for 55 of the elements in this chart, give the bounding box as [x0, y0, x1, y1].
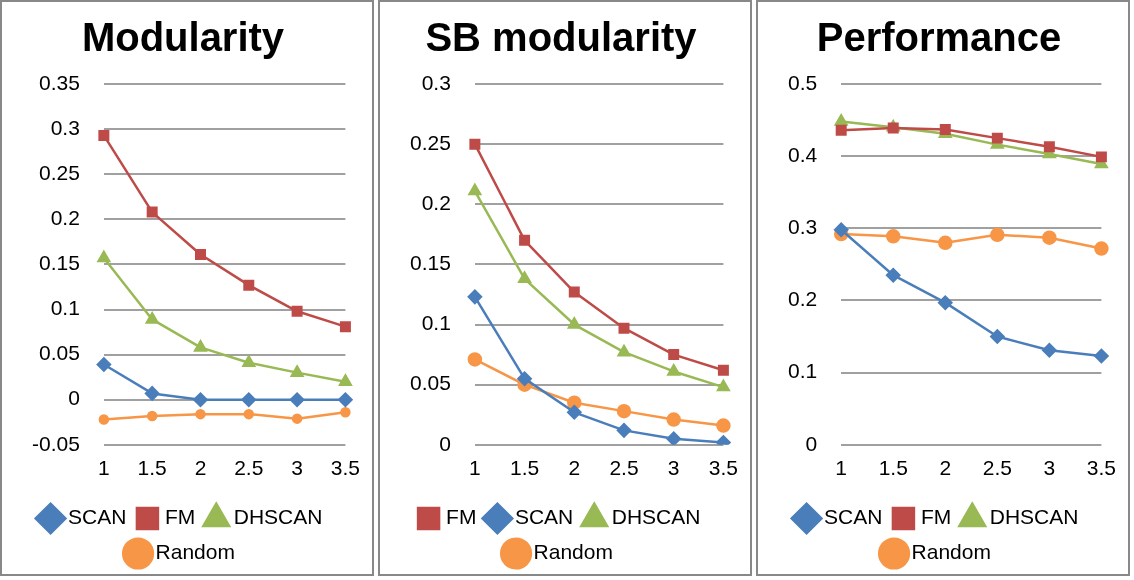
y-tick-label: 0.3	[50, 115, 80, 139]
legend-label: Random	[911, 540, 991, 564]
y-tick-label: 0.25	[38, 161, 80, 184]
legend-label: DHSCAN	[611, 505, 701, 529]
legend-label: FM	[164, 505, 196, 529]
legend-label: SCAN	[824, 505, 883, 529]
y-tick-label: 0.1	[421, 311, 451, 335]
y-tick-label: 0.15	[410, 251, 451, 275]
x-tick-label: 3.5	[708, 456, 739, 480]
x-tick-label: 1	[835, 456, 848, 480]
y-tick-label: -0.05	[31, 431, 80, 455]
legend-label: DHSCAN	[233, 505, 323, 529]
y-tick-label: 0	[439, 431, 451, 455]
y-tick-label: 0.4	[787, 142, 818, 166]
x-tick-label: 1.5	[878, 456, 908, 480]
x-tick-label: 3	[667, 456, 680, 480]
y-tick-label: 0	[68, 386, 80, 410]
y-tick-label: 0	[805, 431, 818, 455]
x-tick-label: 3	[291, 456, 303, 480]
x-tick-label: 2	[194, 456, 207, 480]
y-tick-label: 0.2	[50, 206, 80, 230]
y-tick-label: 0.1	[50, 296, 80, 320]
x-tick-label: 1	[469, 456, 481, 480]
x-tick-label: 1.5	[137, 456, 167, 480]
legend-label: FM	[920, 505, 952, 529]
y-tick-label: 0.3	[787, 215, 818, 239]
y-tick-label: 0.3	[421, 70, 451, 94]
legend-label: FM	[446, 505, 477, 529]
legend-label: DHSCAN	[989, 505, 1079, 529]
chart-title: Modularity	[81, 15, 285, 60]
chart-title: SB modularity	[425, 15, 698, 60]
x-tick-label: 2.5	[982, 456, 1012, 480]
y-tick-label: 0.2	[421, 191, 451, 215]
x-tick-label: 2.5	[234, 456, 264, 480]
y-tick-label: 0.1	[787, 359, 818, 383]
y-tick-label: 0.05	[38, 341, 80, 365]
y-tick-label: 0.15	[38, 251, 80, 275]
x-tick-label: 3	[1043, 456, 1056, 480]
legend-label: SCAN	[68, 505, 127, 529]
legend-label: Random	[533, 540, 613, 564]
legend-label: Random	[155, 540, 235, 564]
x-tick-label: 2.5	[609, 456, 639, 480]
chart-title: Performance	[816, 15, 1062, 60]
y-tick-label: 0.5	[787, 70, 818, 94]
y-tick-label: 0.05	[410, 371, 451, 395]
legend-label: SCAN	[514, 505, 574, 529]
y-tick-label: 0.35	[38, 70, 80, 94]
y-tick-label: 0.25	[410, 130, 451, 154]
x-tick-label: 1.5	[509, 456, 540, 480]
x-tick-label: 3.5	[1086, 456, 1117, 480]
y-tick-label: 0.2	[787, 287, 818, 311]
x-tick-label: 3.5	[330, 456, 361, 480]
x-tick-label: 2	[568, 456, 581, 480]
x-tick-label: 2	[939, 456, 952, 480]
x-tick-label: 1	[98, 456, 110, 480]
